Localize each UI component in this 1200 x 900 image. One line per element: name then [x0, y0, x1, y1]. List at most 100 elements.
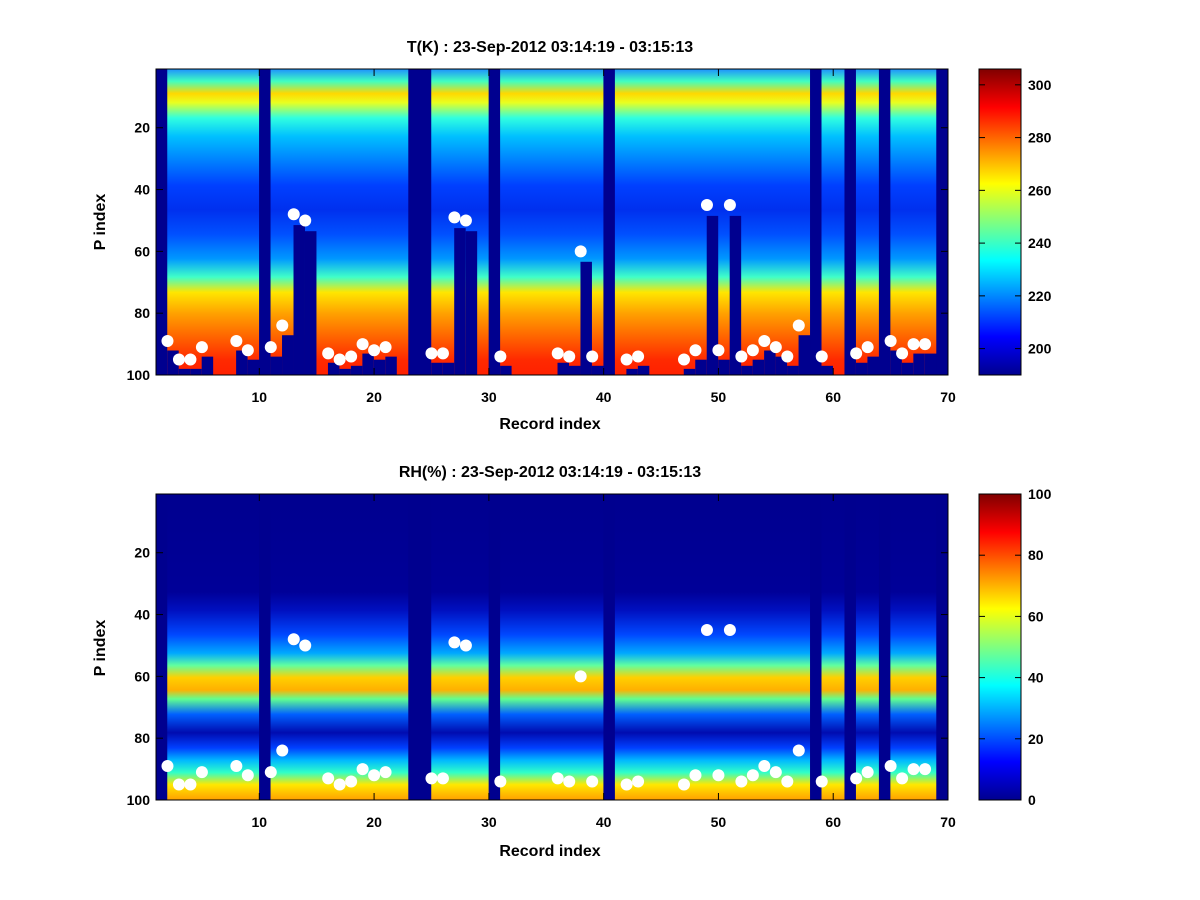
marker-point [758, 760, 771, 772]
marker-point [896, 772, 909, 785]
below-surface-mask [890, 350, 903, 375]
below-surface-mask [339, 368, 352, 375]
marker-point [861, 766, 874, 779]
record-column [832, 494, 845, 800]
below-surface-mask [695, 359, 708, 375]
x-tick-label: 50 [711, 814, 727, 830]
record-column [190, 69, 203, 375]
colorbar-tick-label: 20 [1028, 731, 1044, 747]
below-surface-mask [236, 350, 249, 375]
record-column [741, 494, 754, 800]
record-column [511, 69, 524, 375]
record-column [718, 69, 731, 375]
marker-point [689, 769, 702, 782]
below-surface-mask [798, 335, 811, 375]
record-column [500, 494, 513, 800]
record-column [798, 69, 811, 375]
record-column [282, 69, 294, 375]
humidity-heatmap [156, 494, 948, 800]
below-surface-mask [190, 368, 203, 375]
record-column [683, 69, 696, 375]
record-column [500, 69, 513, 375]
record-column [385, 494, 398, 800]
record-column [236, 69, 249, 375]
record-column [901, 69, 914, 375]
marker-point [459, 214, 472, 227]
record-column [855, 69, 868, 375]
colorbar-tick-label: 40 [1028, 670, 1044, 686]
record-column [534, 494, 547, 800]
marker-point [723, 199, 736, 211]
record-column [373, 494, 386, 800]
marker-point [241, 344, 254, 357]
marker-point [815, 350, 828, 363]
marker-point [723, 624, 736, 636]
record-column [362, 494, 375, 800]
record-column [396, 494, 409, 800]
record-column [626, 69, 639, 375]
below-surface-mask [442, 362, 455, 375]
marker-point [425, 347, 438, 360]
record-column [523, 69, 536, 375]
colorbar-tick-label: 300 [1028, 77, 1052, 93]
marker-point [172, 353, 185, 366]
below-surface-mask [752, 359, 765, 375]
below-surface-mask [500, 365, 513, 375]
marker-point [368, 769, 381, 782]
marker-point [746, 344, 759, 357]
record-column [431, 494, 444, 800]
below-surface-mask [924, 353, 937, 375]
record-column [431, 69, 444, 375]
marker-point [322, 772, 335, 785]
marker-point [620, 778, 633, 791]
x-tick-label: 30 [481, 389, 497, 405]
record-column [649, 69, 662, 375]
marker-point [379, 766, 392, 779]
record-column [316, 69, 329, 375]
below-surface-mask [282, 335, 294, 375]
record-column [764, 69, 777, 375]
record-column [580, 494, 593, 800]
marker-point [356, 338, 369, 351]
marker-point [276, 319, 289, 332]
record-column [798, 494, 811, 800]
y-tick-label: 40 [134, 182, 150, 198]
record-column [752, 69, 765, 375]
record-column [546, 69, 558, 375]
record-column [178, 494, 191, 800]
below-surface-mask [626, 368, 639, 375]
marker-point [896, 347, 909, 360]
below-surface-mask [568, 365, 581, 375]
marker-point [551, 772, 564, 785]
temperature-panel: T(K) : 23-Sep-2012 03:14:19 - 03:15:13 [92, 39, 1052, 433]
record-column [477, 69, 490, 375]
y-tick-label: 20 [134, 545, 150, 561]
record-column [741, 69, 754, 375]
marker-point [299, 639, 312, 652]
record-column [591, 69, 604, 375]
record-column [890, 69, 903, 375]
record-column [350, 494, 363, 800]
humidity-columns [156, 494, 948, 800]
below-surface-mask [293, 225, 306, 375]
x-tick-label: 70 [940, 814, 956, 830]
missing-record-column [408, 494, 421, 800]
marker-point [769, 766, 782, 779]
below-surface-mask [431, 362, 444, 375]
missing-record-column [259, 69, 272, 375]
marker-point [746, 769, 759, 782]
record-column [672, 494, 685, 800]
marker-point [781, 775, 794, 788]
marker-point [850, 347, 863, 360]
marker-point [712, 769, 725, 782]
colorbar-tick-label: 200 [1028, 341, 1052, 357]
below-surface-mask [821, 365, 834, 375]
below-surface-mask [901, 362, 914, 375]
marker-point [735, 775, 748, 788]
record-column [913, 69, 926, 375]
below-surface-mask [362, 353, 375, 375]
marker-point [632, 775, 645, 788]
missing-record-column [156, 69, 168, 375]
marker-point [195, 766, 208, 779]
record-column [339, 494, 352, 800]
